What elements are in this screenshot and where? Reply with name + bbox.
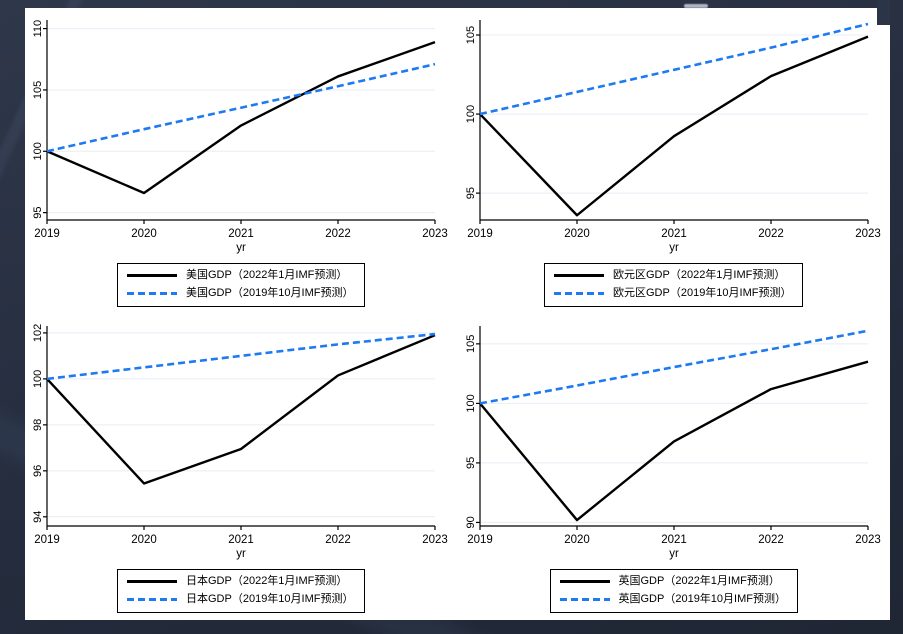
x-tick-label: 2023 [422,534,448,546]
legend-label: 欧元区GDP（2022年1月IMF预测） [613,269,786,281]
us-gdp-legend: 美国GDP（2022年1月IMF预测） 美国GDP（2019年10月IMF预测） [117,263,366,307]
dashed-line-swatch [127,292,177,296]
x-tick-label: 2021 [661,534,687,546]
dashed-series-line [479,22,869,116]
x-tick-label: 2022 [325,534,351,546]
legend-label: 欧元区GDP（2019年10月IMF预测） [613,286,792,299]
x-tick-label: 2020 [564,534,590,546]
x-axis-title: yr [236,242,246,254]
solid-series-line [46,40,436,195]
chart-panel-top-right: 95 100 105 2019 2020 2021 2022 2023 yr 欧元区GDP（202… [458,8,891,314]
solid-line-swatch [554,274,604,278]
y-tick-label: 94 [32,511,44,523]
solid-line-swatch [127,580,177,584]
browser-tab-artifact [684,4,708,8]
x-axis-title: yr [669,548,679,560]
x-tick-label: 2021 [228,534,254,546]
legend-row: 英国GDP（2019年10月IMF预测） [559,592,786,607]
x-tick-label: 2022 [758,534,784,546]
legend-label: 美国GDP（2022年1月IMF预测） [186,269,348,281]
x-tick-label: 2023 [422,228,448,240]
y-tick-label: 105 [465,26,477,44]
japan-gdp-chart: 94 96 98 100 102 2019 2020 2021 2022 2023 yr [32,324,448,560]
dashed-line-swatch [554,292,604,296]
y-tick-label: 98 [32,419,44,431]
legend-row: 美国GDP（2022年1月IMF预测） [127,269,353,283]
legend-row: 日本GDP（2022年1月IMF预测） [127,575,353,589]
x-tick-label: 2020 [131,228,157,240]
y-tick-label: 102 [32,324,44,342]
legend-label: 日本GDP（2019年10月IMF预测） [186,592,354,605]
legend-row: 欧元区GDP（2019年10月IMF预测） [554,287,791,301]
legend-label: 英国GDP（2022年1月IMF预测） [618,575,780,587]
y-tick-label: 100 [32,370,44,388]
solid-series-line [46,334,436,485]
dashed-series-line [46,62,436,153]
dashed-line-swatch [127,598,177,602]
x-tick-label: 2020 [564,228,590,240]
x-tick-label: 2021 [228,228,254,240]
uk-gdp-legend: 英国GDP（2022年1月IMF预测） 英国GDP（2019年10月IMF预测） [549,569,798,613]
chart-grid: 95 100 105 110 2019 2020 2021 2022 2023 yr 美国GDP（2… [25,8,890,620]
legend-row: 英国GDP（2022年1月IMF预测） [559,575,786,589]
solid-line-swatch [127,274,177,278]
y-tick-label: 90 [465,516,477,528]
x-axis-title: yr [236,548,246,560]
x-tick-label: 2023 [855,534,881,546]
uk-gdp-chart: 90 95 100 105 2019 2020 2021 2022 2023 yr [465,326,881,560]
y-tick-label: 105 [465,335,477,353]
chart-panel-top-left: 95 100 105 110 2019 2020 2021 2022 2023 yr 美国GDP（2… [25,8,458,314]
y-tick-label: 95 [32,207,44,219]
figure-canvas: 95 100 105 110 2019 2020 2021 2022 2023 yr 美国GDP（2… [25,8,890,620]
y-tick-label: 96 [32,465,44,477]
solid-series-line [478,360,869,522]
dashed-line-swatch [559,598,610,602]
us-gdp-chart: 95 100 105 110 2019 2020 2021 2022 2023 yr [32,20,448,254]
y-tick-label: 105 [32,81,44,99]
x-tick-label: 2022 [758,228,784,240]
window-corner-notch [877,0,890,25]
x-tick-label: 2019 [34,534,60,546]
x-tick-label: 2020 [131,534,157,546]
y-tick-label: 95 [465,187,477,199]
solid-series-line [478,35,869,217]
japan-gdp-legend: 日本GDP（2022年1月IMF预测） 日本GDP（2019年10月IMF预测） [117,569,366,613]
x-tick-label: 2023 [855,228,881,240]
y-tick-label: 100 [32,142,44,160]
x-tick-label: 2019 [34,228,60,240]
y-tick-label: 95 [465,457,477,469]
euro-gdp-legend: 欧元区GDP（2022年1月IMF预测） 欧元区GDP（2019年10月IMF预测… [544,263,804,307]
x-tick-label: 2019 [467,228,493,240]
legend-label: 美国GDP（2019年10月IMF预测） [186,286,354,299]
legend-label: 英国GDP（2019年10月IMF预测） [618,592,786,605]
y-tick-label: 100 [465,394,477,412]
dashed-series-line [47,332,436,381]
chart-panel-bottom-left: 94 96 98 100 102 2019 2020 2021 2022 2023 yr 日本GDP（… [25,314,458,620]
dashed-series-line [479,329,868,405]
x-axis-title: yr [669,242,679,254]
legend-label: 日本GDP（2022年1月IMF预测） [186,575,348,587]
x-tick-label: 2019 [467,534,493,546]
y-tick-label: 100 [465,105,477,123]
chart-panel-bottom-right: 90 95 100 105 2019 2020 2021 2022 2023 yr 英国GDP（20… [458,314,891,620]
solid-line-swatch [559,580,610,584]
legend-row: 欧元区GDP（2022年1月IMF预测） [554,269,791,283]
x-tick-label: 2021 [661,228,687,240]
y-tick-label: 110 [32,20,44,38]
legend-row: 美国GDP（2019年10月IMF预测） [127,287,353,301]
legend-row: 日本GDP（2019年10月IMF预测） [127,593,353,607]
x-tick-label: 2022 [325,228,351,240]
euro-gdp-chart: 95 100 105 2019 2020 2021 2022 2023 yr [465,20,881,254]
